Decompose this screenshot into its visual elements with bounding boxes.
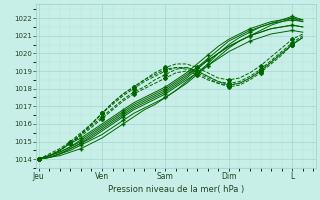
X-axis label: Pression niveau de la mer( hPa ): Pression niveau de la mer( hPa ): [108, 185, 244, 194]
